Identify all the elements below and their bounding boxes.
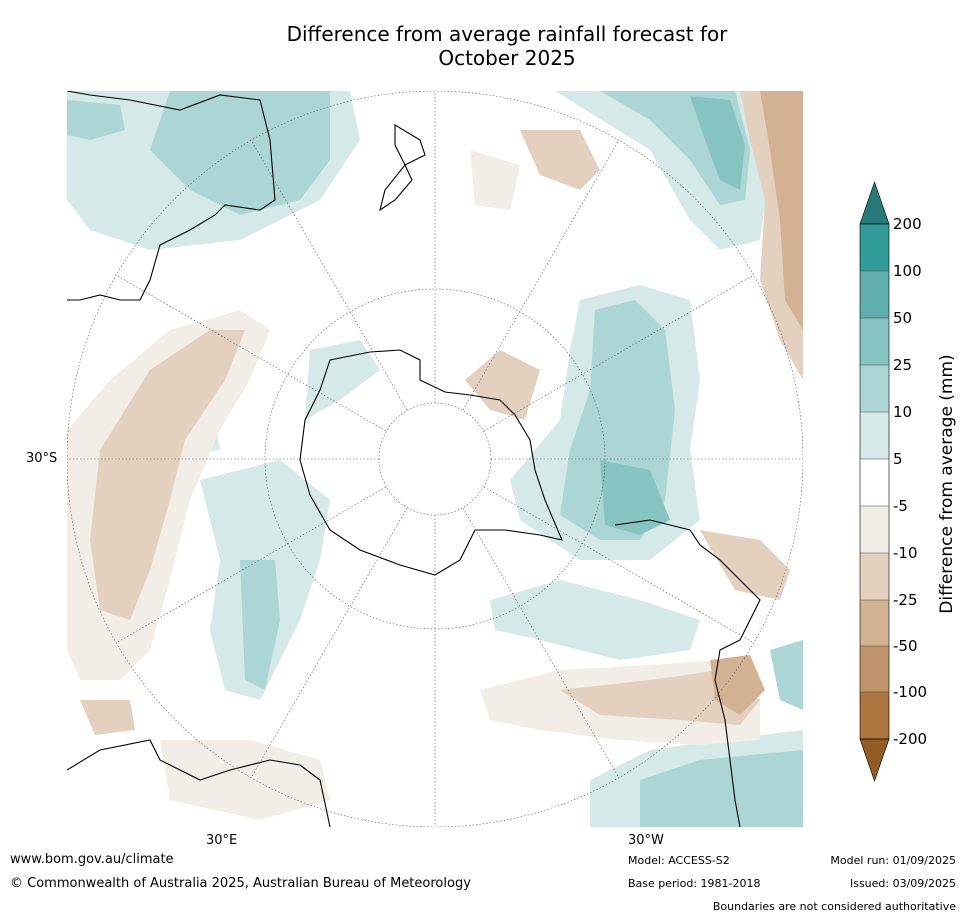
- wet-patch-mid-right: [490, 580, 700, 660]
- colorbar-tick-minus-5: -5: [893, 497, 908, 515]
- wet-patch-south-america-east: [770, 640, 803, 710]
- colorbar-separators: [860, 270, 889, 693]
- colorbar-bin-m50-m100: [860, 646, 889, 692]
- footer-boundaries-note: Boundaries are not considered authoritat…: [712, 900, 956, 913]
- meridian-150w: [250, 507, 408, 779]
- meridian-30w: [250, 139, 408, 411]
- dry-patch-top-mid: [520, 130, 600, 190]
- new-zealand-south: [379, 163, 413, 212]
- meridian-150e: [462, 507, 620, 779]
- meridian-60w: [115, 274, 387, 432]
- colorbar: [859, 181, 890, 782]
- wet-patch-top-right-strong: [690, 96, 745, 190]
- meridian-120e: [483, 486, 755, 644]
- wet-band-atlantic-strong: [600, 460, 670, 535]
- wet-patch-bottom-right-core: [640, 750, 803, 827]
- colorbar-tick-minus-200: -200: [893, 730, 928, 748]
- dry-patch-top-mid-2: [470, 150, 520, 210]
- latitude-circle-inner: [378, 402, 492, 516]
- meridian-60e: [483, 274, 755, 432]
- footer-url: www.bom.gov.au/climate: [10, 852, 174, 867]
- colorbar-extend-bottom: [859, 738, 890, 782]
- dry-patch-weddell: [465, 350, 540, 420]
- dry-patch-east-strip-core: [760, 91, 803, 330]
- rainfall-anomaly-map: [67, 91, 803, 827]
- dry-patch-bottom-left: [160, 740, 330, 820]
- colorbar-bin-25-50: [860, 318, 889, 365]
- meridian-120w: [115, 486, 387, 644]
- antarctica-outline: [299, 349, 563, 576]
- map-title-line-1: Difference from average rainfall forecas…: [286, 22, 728, 46]
- colorbar-bin-10-25: [860, 365, 889, 412]
- colorbar-bin-5-10: [860, 412, 889, 459]
- colorbar-tick-25: 25: [893, 356, 913, 374]
- africa-outline: [67, 739, 331, 827]
- latitude-label-30s: 30°S: [26, 451, 58, 466]
- colorbar-tick-200: 200: [893, 215, 922, 233]
- wet-patch-top-left-edge: [67, 100, 125, 140]
- colorbar-bin-50-100: [860, 271, 889, 318]
- dry-patch-south-atlantic-core: [560, 670, 760, 725]
- new-zealand-north: [394, 124, 426, 166]
- wet-patch-antarctic-peninsula: [305, 340, 380, 420]
- footer-base-period: Base period: 1981-2018: [628, 877, 761, 890]
- colorbar-outline: [859, 223, 890, 740]
- map-title-line-2: October 2025: [438, 46, 576, 70]
- coastlines: [67, 91, 761, 827]
- map-title: Difference from average rainfall forecas…: [0, 22, 965, 70]
- dry-patch-drake: [700, 530, 790, 600]
- colorbar-tick-minus-25: -25: [893, 591, 918, 609]
- footer-copyright: © Commonwealth of Australia 2025, Austra…: [10, 876, 471, 891]
- colorbar-tick-minus-100: -100: [893, 683, 928, 701]
- colorbar-tick-10: 10: [893, 403, 913, 421]
- latitude-circle-60s: [264, 288, 606, 630]
- colorbar-bin-m25-m50: [860, 600, 889, 646]
- colorbar-extend-top: [859, 181, 890, 225]
- australia-outline: [67, 91, 276, 301]
- meridian-30e: [462, 139, 620, 411]
- colorbar-bin-m10-m25: [860, 553, 889, 600]
- wet-patch-indian-core: [240, 560, 280, 690]
- colorbar-bin-100-200: [860, 224, 889, 271]
- colorbar-tick-minus-50: -50: [893, 637, 918, 655]
- dry-patch-south-atlantic-strong: [710, 655, 765, 715]
- south-america-outline: [614, 519, 761, 827]
- colorbar-tick-100: 100: [893, 262, 922, 280]
- colorbar-tick-minus-10: -10: [893, 544, 918, 562]
- longitude-label-30e: 30°E: [206, 833, 238, 848]
- colorbar-bin-m5-m10: [860, 506, 889, 553]
- graticule: [67, 91, 803, 827]
- footer-model: Model: ACCESS-S2: [628, 854, 730, 867]
- footer-issued: Issued: 03/09/2025: [849, 877, 956, 890]
- colorbar-tick-5: 5: [893, 450, 903, 468]
- dry-band-west-core: [90, 330, 245, 620]
- wet-patch-top-left-core: [150, 91, 330, 215]
- footer-model-run: Model run: 01/09/2025: [830, 854, 956, 867]
- dry-patch-bottom-left-2: [80, 700, 135, 735]
- drier-areas: [67, 91, 803, 820]
- colorbar-bin-m100-m200: [860, 692, 889, 739]
- colorbar-bin-neutral: [860, 459, 889, 506]
- colorbar-tick-50: 50: [893, 309, 913, 327]
- colorbar-title: Difference from average (mm): [937, 354, 957, 614]
- longitude-label-30w: 30°W: [628, 833, 664, 848]
